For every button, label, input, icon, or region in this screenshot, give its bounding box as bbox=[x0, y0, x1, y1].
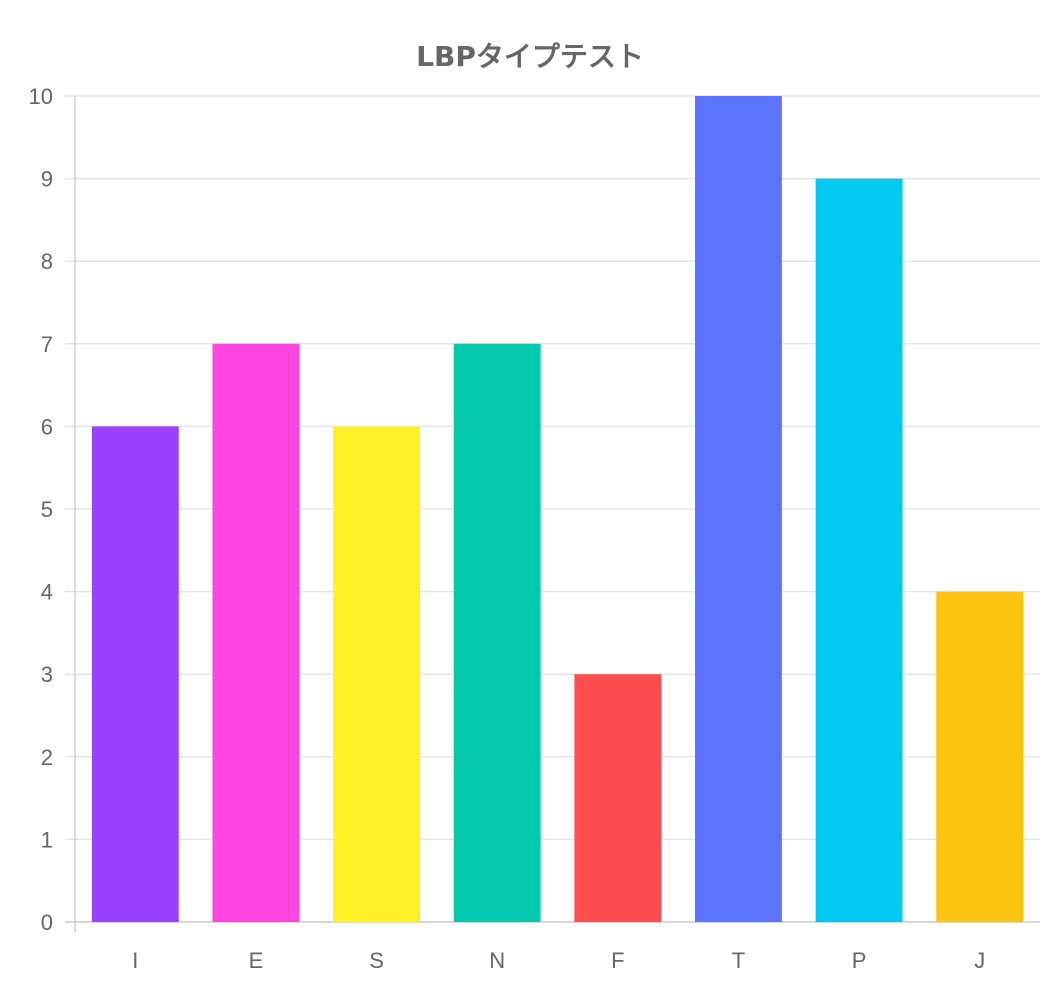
y-tick-label: 8 bbox=[41, 249, 53, 274]
bar-I[interactable] bbox=[91, 426, 179, 922]
x-tick-label-F: F bbox=[611, 948, 624, 973]
y-tick-label: 2 bbox=[41, 745, 53, 770]
bar-F[interactable] bbox=[574, 674, 662, 922]
y-tick-label: 6 bbox=[41, 414, 53, 439]
chart-title: LBPタイプテスト bbox=[416, 40, 644, 73]
x-tick-label-I: I bbox=[132, 948, 138, 973]
x-tick-label-S: S bbox=[369, 948, 384, 973]
y-tick-label: 7 bbox=[41, 332, 53, 357]
y-tick-label: 0 bbox=[41, 910, 53, 935]
x-tick-label-T: T bbox=[732, 948, 745, 973]
bar-P[interactable] bbox=[815, 178, 903, 923]
x-tick-label-P: P bbox=[852, 948, 867, 973]
bars bbox=[91, 96, 1024, 923]
x-tick-label-E: E bbox=[249, 948, 264, 973]
bar-N[interactable] bbox=[453, 343, 541, 922]
y-axis-ticks: 0 1 2 3 4 5 6 7 8 9 10 bbox=[29, 84, 53, 935]
y-tick-label: 5 bbox=[41, 497, 53, 522]
bar-E[interactable] bbox=[212, 343, 300, 922]
y-tick-label: 3 bbox=[41, 662, 53, 687]
y-tick-label: 9 bbox=[41, 167, 53, 192]
x-tick-label-N: N bbox=[489, 948, 505, 973]
x-tick-label-J: J bbox=[974, 948, 985, 973]
bar-T[interactable] bbox=[695, 96, 782, 922]
y-tick-label: 10 bbox=[29, 84, 53, 109]
y-tick-label: 4 bbox=[41, 580, 53, 605]
bar-S[interactable] bbox=[333, 426, 420, 922]
bar-J[interactable] bbox=[936, 591, 1024, 922]
y-tick-label: 1 bbox=[41, 827, 53, 852]
